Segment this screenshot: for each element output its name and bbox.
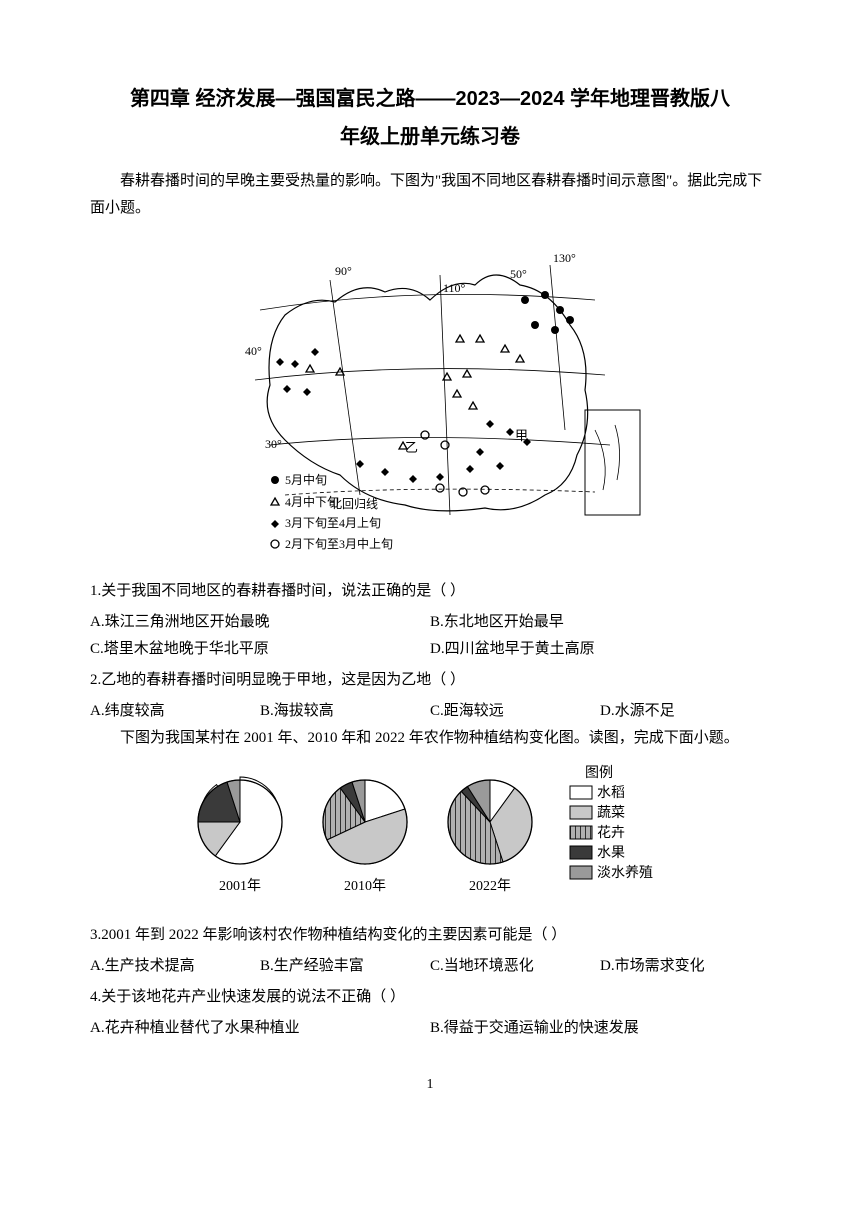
svg-text:2月下旬至3月中上旬: 2月下旬至3月中上旬 xyxy=(285,536,393,551)
pie-charts-figure: 图例 水稻 蔬菜 花卉 水果 淡水养殖 2001年 2010年 2022年 xyxy=(90,762,770,912)
chapter-title: 第四章 经济发展—强国富民之路——2023—2024 学年地理晋教版八 年级上册… xyxy=(90,80,770,156)
lat-40: 40° xyxy=(245,344,262,358)
svg-text:淡水养殖: 淡水养殖 xyxy=(597,864,653,881)
q2-opt-a: A.纬度较高 xyxy=(90,698,260,725)
svg-text:4月中下旬: 4月中下旬 xyxy=(285,494,339,509)
q1-opt-b: B.东北地区开始最早 xyxy=(430,609,770,636)
svg-text:花卉: 花卉 xyxy=(597,825,625,841)
q1-options: A.珠江三角洲地区开始最晚 B.东北地区开始最早 C.塔里木盆地晚于华北平原 D… xyxy=(90,609,770,663)
q1-opt-d: D.四川盆地早于黄土高原 xyxy=(430,636,770,663)
svg-text:水果: 水果 xyxy=(597,845,625,861)
svg-text:蔬菜: 蔬菜 xyxy=(597,805,625,821)
q3-options: A.生产技术提高 B.生产经验丰富 C.当地环境恶化 D.市场需求变化 xyxy=(90,953,770,980)
inset-box xyxy=(585,410,640,515)
title-line-2: 年级上册单元练习卷 xyxy=(340,126,520,148)
lon-90: 90° xyxy=(335,264,352,278)
markers-open-circle xyxy=(421,431,489,496)
map-legend: 5月中旬 4月中下旬 3月下旬至4月上旬 2月下旬至3月中上旬 xyxy=(271,472,393,551)
q1-opt-c: C.塔里木盆地晚于华北平原 xyxy=(90,636,430,663)
q3-opt-c: C.当地环境恶化 xyxy=(430,953,600,980)
q2-opt-d: D.水源不足 xyxy=(600,698,770,725)
svg-text:5月中旬: 5月中旬 xyxy=(285,472,327,487)
q2-opt-b: B.海拔较高 xyxy=(260,698,430,725)
question-2: 2.乙地的春耕春播时间明显晚于甲地，这是因为乙地（ ） xyxy=(90,667,770,694)
lat-50: 50° xyxy=(510,267,527,281)
year-2001: 2001年 xyxy=(219,878,261,894)
q2-opt-c: C.距海较远 xyxy=(430,698,600,725)
q4-opt-b: B.得益于交通运输业的快速发展 xyxy=(430,1015,770,1042)
q3-opt-b: B.生产经验丰富 xyxy=(260,953,430,980)
page-number: 1 xyxy=(90,1072,770,1097)
q3-opt-a: A.生产技术提高 xyxy=(90,953,260,980)
q1-opt-a: A.珠江三角洲地区开始最晚 xyxy=(90,609,430,636)
intro-1: 春耕春播时间的早晚主要受热量的影响。下图为"我国不同地区春耕春播时间示意图"。据… xyxy=(90,168,770,222)
markers-triangle xyxy=(306,335,524,449)
legend-title: 图例 xyxy=(585,765,613,781)
intro-2: 下图为我国某村在 2001 年、2010 年和 2022 年农作物种植结构变化图… xyxy=(90,725,770,752)
china-map-figure: 90° 110° 130° 50° 40° 30° 北回归线 甲 乙 xyxy=(90,230,770,570)
q3-opt-d: D.市场需求变化 xyxy=(600,953,770,980)
lon-130: 130° xyxy=(553,251,576,265)
question-3: 3.2001 年到 2022 年影响该村农作物种植结构变化的主要因素可能是（ ） xyxy=(90,922,770,949)
lon-110: 110° xyxy=(443,281,466,295)
q4-options: A.花卉种植业替代了水果种植业 B.得益于交通运输业的快速发展 xyxy=(90,1015,770,1042)
year-2010: 2010年 xyxy=(344,878,386,894)
title-line-1: 第四章 经济发展—强国富民之路——2023—2024 学年地理晋教版八 xyxy=(130,88,730,110)
question-4: 4.关于该地花卉产业快速发展的说法不正确（ ） xyxy=(90,984,770,1011)
point-yi: 乙 xyxy=(405,440,418,455)
question-1: 1.关于我国不同地区的春耕春播时间，说法正确的是（ ） xyxy=(90,578,770,605)
year-2022: 2022年 xyxy=(469,878,511,894)
q4-opt-a: A.花卉种植业替代了水果种植业 xyxy=(90,1015,430,1042)
lat-30: 30° xyxy=(265,437,282,451)
svg-text:水稻: 水稻 xyxy=(597,785,625,801)
svg-text:3月下旬至4月上旬: 3月下旬至4月上旬 xyxy=(285,516,381,530)
pie-legend: 图例 水稻 蔬菜 花卉 水果 淡水养殖 xyxy=(570,765,653,881)
q2-options: A.纬度较高 B.海拔较高 C.距海较远 D.水源不足 xyxy=(90,698,770,725)
